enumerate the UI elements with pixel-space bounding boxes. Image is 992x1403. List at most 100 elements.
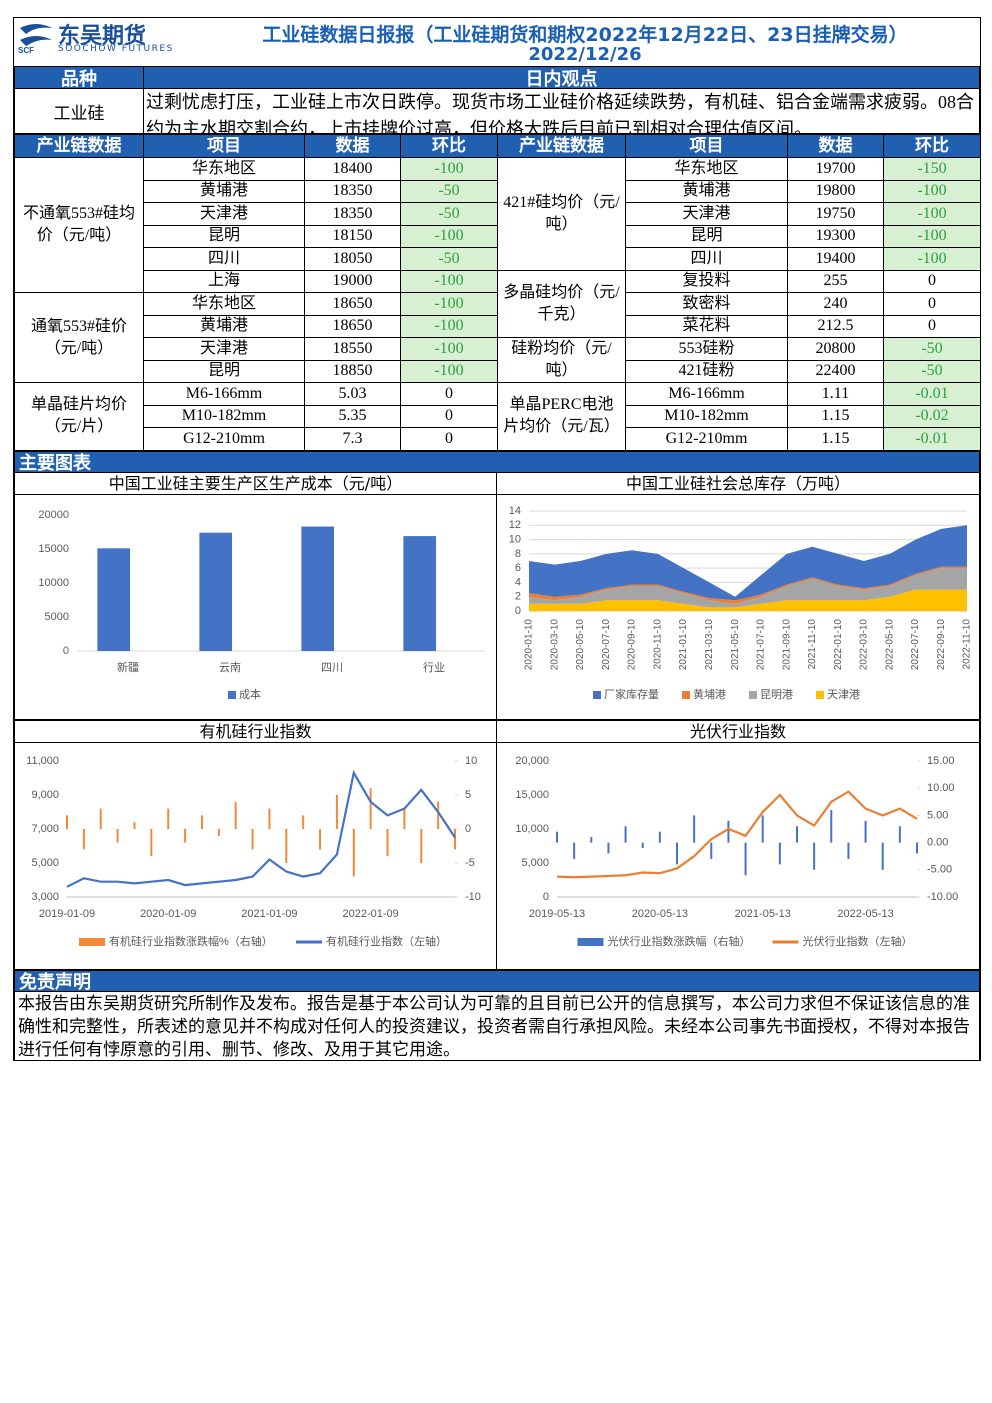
data-row: 黄埔港 18350 -50 黄埔港 19800 -100 [15,179,981,203]
column-header: 产业链数据 [14,134,144,158]
item: 上海 [143,269,305,293]
y2-tick-label: -5.00 [927,864,952,876]
y-tick-label: 20,000 [515,755,549,767]
column-header: 数据 [304,134,401,158]
change: -0.01 [883,382,981,406]
value: 18550 [304,337,401,361]
y-tick-label: 10,000 [515,823,549,835]
value: 22400 [787,359,884,383]
legend-label: 厂家库存量 [604,687,659,701]
report-date: 2022/12/26 [528,44,642,65]
y2-tick-label: -10.00 [927,891,958,903]
group-label: 单晶PERC电池片均价（元/瓦） [497,382,626,451]
change: -100 [400,157,498,181]
x-tick-label: 2022-01-10 [833,619,844,671]
legend-swatch [593,691,601,699]
x-tick-label: 2021-03-10 [704,619,715,671]
item: G12-210mm [143,427,305,451]
x-tick-label: 2020-03-10 [549,619,560,671]
y-tick-label: 12 [509,519,521,531]
item: M6-166mm [625,382,788,406]
chart-panel: 光伏行业指数 0 5,000 10,000 15,000 20,000 -10.00 -5.0… [496,720,980,970]
item: 天津港 [143,337,305,361]
legend-label: 成本 [239,687,261,701]
line [556,790,918,879]
x-tick-label: 2021-05-10 [730,619,741,671]
value: 1.15 [787,427,884,451]
value: 18050 [304,247,401,271]
y2-tick-label: -10 [465,891,481,903]
group-label: 通氧553#硅价（元/吨） [14,292,144,383]
view-text: 过剩忧虑打压，工业硅上市次日跌停。现货市场工业硅价格延续跌势，有机硅、铝合金端需… [143,88,980,134]
x-tick-label: 2022-05-10 [884,619,895,671]
item: 华东地区 [625,157,788,181]
value: 18850 [304,359,401,383]
x-tick-label: 云南 [219,661,241,674]
column-header: 环比 [883,134,981,158]
change: -50 [400,179,498,203]
data-row: G12-210mm 7.3 0 G12-210mm 1.15 -0.01 [15,427,981,451]
change: -100 [883,202,981,226]
legend-label: 有机硅行业指数（左轴） [326,934,447,948]
chart: 3,000 5,000 7,000 9,000 11,000 -10 -5 0 5 10 2019-… [26,755,481,948]
change: 0 [400,404,498,428]
value: 7.3 [304,427,401,451]
change: -100 [400,269,498,293]
chart-panel: 有机硅行业指数 3,000 5,000 7,000 9,000 11,000 -10 -5 0 5… [14,720,497,970]
section-header: 主要图表 [14,451,980,474]
x-tick-label: 行业 [423,661,445,674]
column-header: 项目 [625,134,788,158]
item: 553硅粉 [625,337,788,361]
y-tick-label: 10000 [38,577,69,589]
legend-label: 有机硅行业指数涨跌幅%（右轴） [109,934,273,948]
y-tick-label: 7,000 [31,823,59,835]
x-tick-label: 2020-05-10 [575,619,586,671]
x-tick-label: 2021-01-09 [241,908,297,920]
data-row: 天津港 18550 -100 硅粉均价（元/吨） 553硅粉 20800 -50 [15,337,981,383]
value: 5.35 [304,404,401,428]
y2-tick-label: 10.00 [927,782,955,794]
item: 致密料 [625,292,788,316]
bar [199,532,233,651]
value: 19750 [787,202,884,226]
chart: 0 2 4 6 8 10 12 14 2020-01-10 2020-03-10 2020-05-1… [509,505,973,701]
value: 18150 [304,224,401,248]
chart-panel: 中国工业硅主要生产区生产成本（元/吨） 0 5000 10000 15000 20000 新… [14,472,497,720]
logo-icon: SCF [18,24,52,54]
chart: 0 5,000 10,000 15,000 20,000 -10.00 -5.00 0.00 5… [515,755,958,948]
y2-tick-label: 5 [465,789,471,801]
area [529,589,967,611]
y-tick-label: 5000 [45,611,69,623]
change: -100 [400,337,498,361]
y-tick-label: 4 [515,576,521,588]
x-tick-label: 2022-07-10 [910,619,921,671]
y-tick-label: 20000 [38,509,69,521]
y-tick-label: 10 [509,533,521,545]
value: 240 [787,292,884,316]
item: 黄埔港 [143,314,305,338]
chart-title: 光伏行业指数 [497,721,979,743]
legend-swatch [228,691,236,699]
legend-label: 黄埔港 [693,687,726,701]
x-tick-label: 2022-05-13 [837,908,893,920]
chain-table: 产业链数据 项目 数据 环比 产业链数据 项目 数据 环比 不通氧553#硅均价（元/吨） 华东地… [14,134,981,451]
x-tick-label: 2021-01-10 [678,619,689,671]
group-label: 硅粉均价（元/吨） [497,337,626,383]
x-tick-label: 2020-09-10 [627,619,638,671]
change: 0 [883,269,981,293]
change: 0 [400,382,498,406]
item: M10-182mm [625,404,788,428]
item: G12-210mm [625,427,788,451]
value: 212.5 [787,314,884,338]
product: 工业硅 [14,88,144,134]
y-tick-label: 15000 [38,543,69,555]
x-tick-label: 2022-11-10 [962,619,973,670]
item: 复投料 [625,269,788,293]
column-header: 产业链数据 [497,134,626,158]
value: 19800 [787,179,884,203]
x-tick-label: 四川 [321,662,343,674]
x-tick-label: 新疆 [117,660,139,674]
data-row: 昆明 18850 -100 421硅粉 22400 -50 [15,359,981,383]
bar [301,526,335,651]
